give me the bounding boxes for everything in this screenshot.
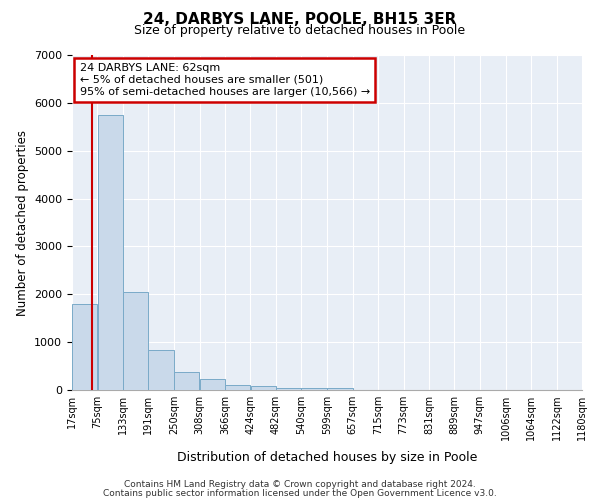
Bar [72, 304, 97, 390]
Bar [98, 115, 123, 390]
Bar [148, 350, 173, 390]
Bar [251, 386, 276, 390]
Bar [200, 379, 225, 390]
Text: Size of property relative to detached houses in Poole: Size of property relative to detached ho… [134, 24, 466, 37]
Bar [328, 388, 353, 390]
X-axis label: Distribution of detached houses by size in Poole: Distribution of detached houses by size … [177, 452, 477, 464]
Text: Contains public sector information licensed under the Open Government Licence v3: Contains public sector information licen… [103, 488, 497, 498]
Text: 24 DARBYS LANE: 62sqm
← 5% of detached houses are smaller (501)
95% of semi-deta: 24 DARBYS LANE: 62sqm ← 5% of detached h… [80, 64, 370, 96]
Bar [301, 388, 326, 390]
Bar [123, 292, 148, 390]
Text: Contains HM Land Registry data © Crown copyright and database right 2024.: Contains HM Land Registry data © Crown c… [124, 480, 476, 489]
Bar [175, 372, 199, 390]
Bar [225, 384, 250, 390]
Bar [276, 388, 301, 390]
Y-axis label: Number of detached properties: Number of detached properties [16, 130, 29, 316]
Text: 24, DARBYS LANE, POOLE, BH15 3ER: 24, DARBYS LANE, POOLE, BH15 3ER [143, 12, 457, 28]
